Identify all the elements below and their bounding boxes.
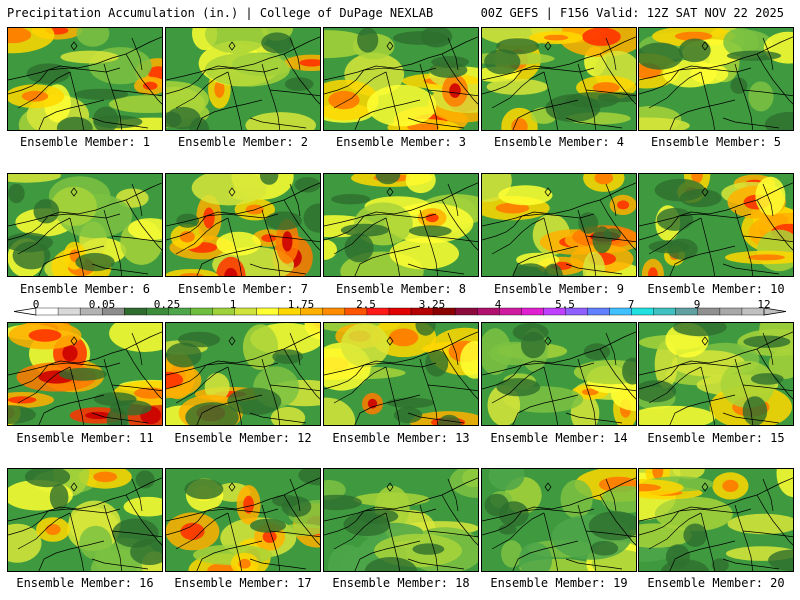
colorbar-swatch — [124, 307, 147, 316]
colorbar-swatch — [190, 307, 213, 316]
ensemble-member-map — [638, 173, 794, 277]
ensemble-member-label: Ensemble Member: 13 — [332, 431, 470, 445]
ensemble-member-map — [7, 173, 163, 277]
ensemble-member-label: Ensemble Member: 19 — [490, 576, 628, 590]
ensemble-member-map — [165, 173, 321, 277]
colorbar-swatch — [454, 307, 478, 316]
ensemble-member-map — [638, 322, 794, 426]
colorbar-tick-label: 2.5 — [356, 298, 376, 311]
colorbar-swatch — [697, 307, 721, 316]
ensemble-member-map — [165, 322, 321, 426]
colorbar-swatch — [631, 307, 655, 316]
colorbar-swatch — [719, 307, 743, 316]
ensemble-member-label: Ensemble Member: 5 — [650, 135, 782, 149]
colorbar-tick-label: 4 — [494, 298, 502, 311]
ensemble-member-label: Ensemble Member: 2 — [177, 135, 309, 149]
ensemble-member-map — [7, 27, 163, 131]
ensemble-member-map — [323, 322, 479, 426]
ensemble-member-map — [323, 173, 479, 277]
colorbar-tick-label: 7 — [627, 298, 635, 311]
ensemble-member-map — [638, 27, 794, 131]
ensemble-member-label: Ensemble Member: 14 — [490, 431, 628, 445]
ensemble-member-label: Ensemble Member: 9 — [493, 282, 625, 296]
colorbar-swatch — [256, 307, 280, 316]
ensemble-member-label: Ensemble Member: 15 — [647, 431, 785, 445]
page-title: Precipitation Accumulation (in.) | Colle… — [7, 6, 434, 20]
colorbar-swatch — [499, 307, 522, 316]
ensemble-member-map — [638, 468, 794, 572]
colorbar-swatch — [35, 307, 59, 316]
ensemble-member-map — [481, 173, 637, 277]
colorbar-tick-label: 0.25 — [153, 298, 181, 311]
ensemble-member-label: Ensemble Member: 20 — [647, 576, 785, 590]
ensemble-member-label: Ensemble Member: 3 — [335, 135, 467, 149]
colorbar-swatch — [521, 307, 544, 316]
ensemble-member-label: Ensemble Member: 18 — [332, 576, 470, 590]
colorbar-tick-label: 9 — [693, 298, 701, 311]
colorbar-tick-label: 1 — [229, 298, 237, 311]
colorbar-swatch — [322, 307, 346, 316]
colorbar-swatch — [57, 307, 81, 316]
ensemble-member-label: Ensemble Member: 10 — [647, 282, 785, 296]
ensemble-member-map — [7, 322, 163, 426]
colorbar-swatch — [653, 307, 677, 316]
ensemble-member-map — [165, 27, 321, 131]
colorbar-tick-label: 0 — [32, 298, 40, 311]
ensemble-member-label: Ensemble Member: 12 — [174, 431, 312, 445]
ensemble-member-label: Ensemble Member: 16 — [16, 576, 154, 590]
ensemble-member-map — [323, 27, 479, 131]
colorbar-swatch — [388, 307, 412, 316]
ensemble-member-label: Ensemble Member: 11 — [16, 431, 154, 445]
ensemble-member-map — [323, 468, 479, 572]
colorbar-swatch — [234, 307, 258, 316]
ensemble-member-map — [7, 468, 163, 572]
colorbar — [13, 307, 787, 316]
colorbar-tick-label: 3.25 — [418, 298, 446, 311]
ensemble-member-label: Ensemble Member: 4 — [493, 135, 625, 149]
ensemble-member-label: Ensemble Member: 8 — [335, 282, 467, 296]
colorbar-swatch — [587, 307, 611, 316]
colorbar-tick-label: 12 — [757, 298, 771, 311]
ensemble-member-label: Ensemble Member: 7 — [177, 282, 309, 296]
colorbar-tick-label: 1.75 — [287, 298, 315, 311]
colorbar-tick-label: 0.05 — [88, 298, 116, 311]
ensemble-member-map — [165, 468, 321, 572]
ensemble-member-label: Ensemble Member: 17 — [174, 576, 312, 590]
colorbar-right-arrow — [763, 307, 787, 316]
ensemble-member-map — [481, 322, 637, 426]
model-run-info: 00Z GEFS | F156 Valid: 12Z SAT NOV 22 20… — [480, 6, 784, 20]
ensemble-member-label: Ensemble Member: 1 — [19, 135, 151, 149]
ensemble-member-label: Ensemble Member: 6 — [19, 282, 151, 296]
ensemble-member-map — [481, 27, 637, 131]
colorbar-tick-label: 5.5 — [555, 298, 575, 311]
ensemble-member-map — [481, 468, 637, 572]
